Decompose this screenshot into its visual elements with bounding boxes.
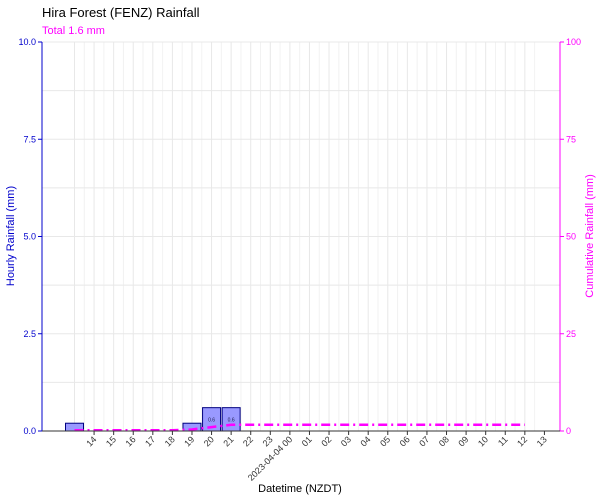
x-tick-label: 06 <box>398 434 412 448</box>
x-tick-label: 03 <box>339 434 353 448</box>
y2-axis-title: Cumulative Rainfall (mm) <box>584 174 596 297</box>
right-y-ticks: 0 25 50 75 100 <box>560 37 581 436</box>
x-tick-label: 22 <box>241 434 255 448</box>
x-tick-label: 07 <box>417 434 431 448</box>
y2-tick-label: 100 <box>566 37 581 47</box>
x-tick-label: 10 <box>476 434 490 448</box>
y-tick-label: 0.0 <box>23 426 36 436</box>
y-tick-label: 7.5 <box>23 134 36 144</box>
x-tick-label: 11 <box>496 434 510 448</box>
chart-title: Hira Forest (FENZ) Rainfall <box>42 5 200 20</box>
left-y-ticks: 0.0 2.5 5.0 7.5 10.0 <box>18 37 42 436</box>
bar-value-label: 0.6 <box>228 417 235 423</box>
y-tick-label: 5.0 <box>23 232 36 242</box>
x-tick-label: 02 <box>319 434 333 448</box>
x-tick-label: 04 <box>358 434 372 448</box>
x-tick-label: 12 <box>515 434 529 448</box>
x-tick-label: 15 <box>104 434 118 448</box>
x-tick-label: 17 <box>143 434 157 448</box>
y2-tick-label: 0 <box>566 426 571 436</box>
cumulative-series <box>74 423 525 432</box>
y-tick-label: 2.5 <box>23 329 36 339</box>
x-tick-label: 13 <box>535 434 549 448</box>
x-tick-label: 05 <box>378 434 392 448</box>
y2-tick-label: 75 <box>566 134 576 144</box>
x-tick-label: 09 <box>456 434 470 448</box>
bar-value-label: 0.6 <box>208 417 215 423</box>
y-tick-label: 10.0 <box>18 37 36 47</box>
y2-tick-label: 50 <box>566 232 576 242</box>
x-tick-label: 18 <box>163 434 177 448</box>
bar-labels: 0.6 0.6 <box>208 417 235 423</box>
x-tick-label: 16 <box>124 434 138 448</box>
x-tick-label: 21 <box>221 434 235 448</box>
x-tick-label: 01 <box>300 434 314 448</box>
chart-subtitle: Total 1.6 mm <box>42 25 105 37</box>
x-tick-label: 19 <box>182 434 196 448</box>
y2-tick-label: 25 <box>566 329 576 339</box>
x-tick-label: 14 <box>84 434 98 448</box>
x-tick-label: 23 <box>261 434 275 448</box>
cumulative-line <box>74 423 525 432</box>
x-axis-title: Datetime (NZDT) <box>258 483 342 495</box>
x-tick-label: 20 <box>202 434 216 448</box>
grid <box>42 41 560 432</box>
y-axis-title: Hourly Rainfall (mm) <box>5 186 17 286</box>
x-tick-label: 08 <box>437 434 451 448</box>
